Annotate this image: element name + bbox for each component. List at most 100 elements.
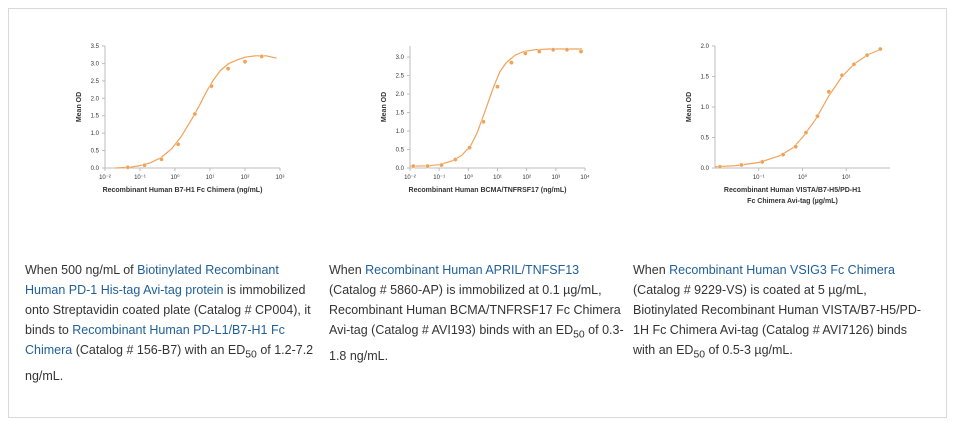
data-point — [564, 47, 570, 52]
data-point — [175, 141, 181, 147]
data-point — [739, 162, 744, 168]
data-point — [877, 46, 883, 52]
caption-text: When 500 ng/mL of — [25, 263, 138, 277]
data-point — [495, 84, 500, 89]
x-axis-label: Recombinant Human BCMA/TNFRSF17 (ng/mL) — [409, 187, 567, 194]
x-tick-label: 10⁰ — [798, 174, 808, 181]
y-tick-label: 3.0 — [91, 61, 100, 67]
data-point — [481, 119, 486, 125]
data-point — [411, 163, 416, 169]
y-axis-label: Mean OD — [686, 92, 693, 122]
data-point — [550, 47, 556, 52]
x-tick-label: 10⁰ — [170, 174, 180, 181]
y-tick-label: 3.0 — [396, 55, 405, 61]
x-tick-label: 10³ — [551, 175, 560, 181]
product-link[interactable]: Recombinant Human APRIL/TNFSF13 — [365, 263, 580, 277]
y-tick-label: 1.5 — [396, 111, 405, 117]
y-axis-label: Mean OD — [381, 92, 388, 122]
caption-text: When — [633, 263, 670, 277]
caption-b7h1: When 500 ng/mL of Biotinylated Recombina… — [25, 260, 321, 386]
y-tick-label: 3.5 — [91, 44, 100, 50]
subscript-text: 50 — [573, 329, 585, 341]
x-axis-label: Recombinant Human VISTA/B7-H5/PD-H1 — [724, 187, 861, 194]
product-link[interactable]: Recombinant Human VSIG3 Fc Chimera — [669, 263, 895, 277]
x-tick-label: 10⁻¹ — [753, 175, 765, 181]
x-tick-label: 10³ — [276, 175, 285, 181]
data-point — [439, 162, 444, 168]
data-point — [839, 72, 845, 78]
x-tick-label: 10⁰ — [464, 174, 474, 181]
caption-text: of 0.3-1.8 ng/mL. — [329, 323, 624, 363]
x-tick-label: 10² — [241, 175, 250, 181]
chart-bcma: 0.0 0.5 1.0 1.5 2.0 2.5 3.0 10⁻² 10⁻¹ 10⁰ 10¹ 10² 10… — [365, 36, 605, 221]
y-tick-label: 2.0 — [396, 92, 405, 98]
data-point — [125, 165, 131, 170]
x-tick-label: 10⁻¹ — [134, 175, 146, 181]
caption-text: of 1.2-7.2 ng/mL. — [25, 343, 314, 383]
data-point — [536, 49, 542, 54]
data-point — [803, 130, 809, 135]
subscript-text: 50 — [693, 349, 706, 361]
y-tick-label: 1.0 — [91, 131, 100, 137]
data-point — [780, 152, 786, 157]
data-point — [793, 144, 799, 149]
data-point — [509, 60, 514, 65]
figure-panel — [8, 8, 947, 418]
x-axis-label: Recombinant Human B7-H1 Fc Chimera (ng/m… — [103, 187, 263, 194]
data-point — [717, 164, 723, 170]
data-point — [453, 157, 458, 162]
data-point — [242, 59, 248, 64]
fit-curve — [714, 48, 882, 168]
chart-vista: 0.0 0.5 1.0 1.5 2.0 10⁻¹ 10⁰ 10¹ Mean OD Recombin… — [670, 36, 910, 221]
y-tick-label: 0.0 — [91, 166, 100, 172]
y-tick-label: 2.0 — [701, 44, 710, 50]
caption-bcma: When Recombinant Human APRIL/TNFSF13 (Ca… — [329, 260, 625, 366]
data-point — [467, 145, 472, 150]
y-axis-label: Mean OD — [76, 92, 83, 122]
data-point — [523, 51, 528, 56]
caption-text: When — [329, 263, 366, 277]
data-point — [815, 113, 820, 119]
data-point — [192, 111, 198, 117]
y-tick-label: 2.5 — [91, 79, 100, 85]
x-tick-label: 10¹ — [493, 175, 502, 181]
data-point — [864, 52, 870, 58]
subscript-text: 50 — [245, 349, 257, 361]
y-tick-label: 2.0 — [91, 96, 100, 102]
data-point — [826, 89, 832, 95]
data-point — [142, 162, 147, 168]
caption-text: of 0.5-3 µg/mL. — [705, 343, 793, 357]
data-point — [225, 66, 231, 71]
y-tick-label: 1.5 — [91, 114, 100, 120]
x-axis-label: Fc Chimera Avi-tag (µg/mL) — [747, 198, 838, 205]
data-point — [209, 83, 214, 89]
x-tick-label: 10¹ — [842, 175, 851, 181]
fit-curve — [115, 55, 277, 169]
y-tick-label: 1.0 — [396, 129, 405, 135]
caption-text: (Catalog # 5860-AP) is immobilized at 0.… — [329, 283, 621, 337]
caption-text: (Catalog # 156-B7) with an ED — [72, 343, 246, 357]
product-link[interactable]: Recombinant Human PD-L1/B7-H1 Fc Chimera — [25, 323, 285, 357]
y-tick-label: 0.0 — [701, 166, 710, 172]
chart-b7h1-svg: 0.0 0.5 1.0 1.5 2.0 2.5 3.0 3.5 10⁻² 10⁻¹ 10⁰ 10¹ 10… — [76, 44, 285, 194]
x-tick-label: 10² — [522, 175, 531, 181]
y-tick-label: 0.0 — [396, 166, 405, 172]
fit-curve — [409, 48, 583, 167]
data-point — [759, 159, 765, 165]
x-tick-label: 10⁻¹ — [433, 175, 445, 181]
y-tick-label: 1.5 — [701, 75, 710, 81]
x-tick-label: 10⁻² — [99, 175, 111, 181]
x-tick-label: 10⁴ — [580, 174, 590, 181]
x-tick-label: 10⁻² — [404, 175, 416, 181]
caption-text: is immobilized onto Streptavidin coated … — [25, 283, 311, 337]
y-tick-label: 0.5 — [91, 149, 100, 155]
x-tick-label: 10¹ — [206, 175, 215, 181]
caption-text: (Catalog # 9229-VS) is coated at 5 µg/mL… — [633, 283, 922, 357]
y-tick-label: 1.0 — [701, 105, 710, 111]
data-point — [425, 163, 430, 169]
y-tick-label: 0.5 — [701, 136, 710, 142]
product-link[interactable]: Biotinylated Recombinant Human PD-1 His-… — [25, 263, 279, 297]
chart-vista-svg: 0.0 0.5 1.0 1.5 2.0 10⁻¹ 10⁰ 10¹ Mean OD Recombin… — [686, 44, 890, 205]
data-point — [578, 49, 584, 54]
data-point — [851, 61, 857, 67]
